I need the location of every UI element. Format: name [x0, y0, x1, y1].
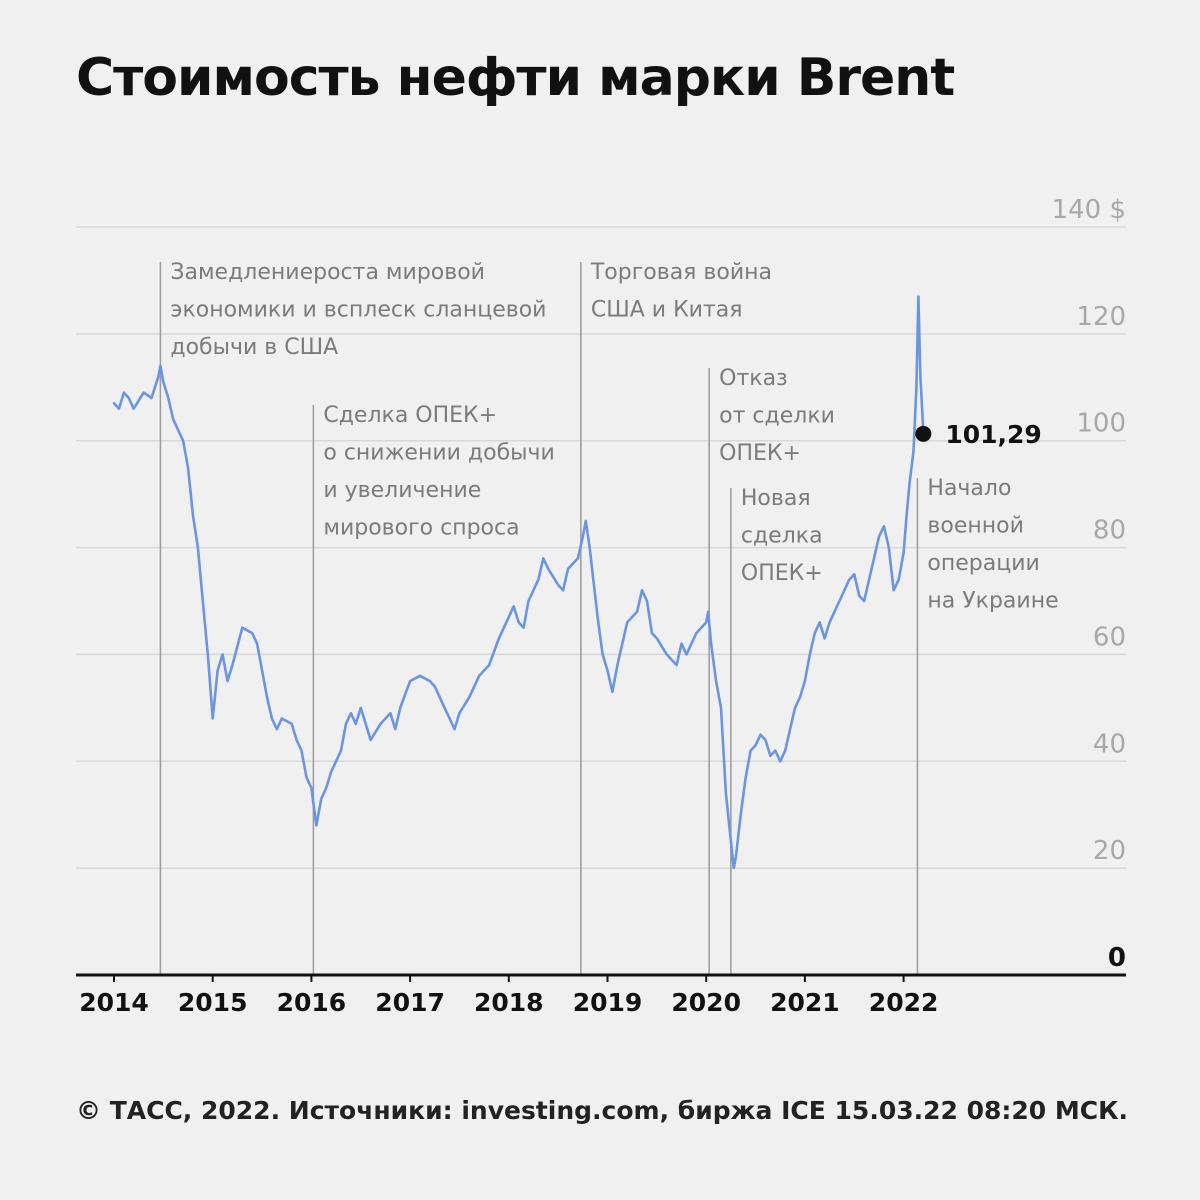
y-tick-label: 120 [1076, 302, 1126, 332]
y-tick-label: 100 [1076, 409, 1126, 439]
x-tick-label: 2014 [79, 988, 149, 1017]
x-axis: 2014 2015 2016 2017 2018 2019 2020 2021 2022 [76, 973, 1126, 1017]
event-label: Замедлениероста мировой экономики и вспле… [170, 260, 546, 360]
last-point-marker [915, 425, 932, 442]
y-axis: 140 $ 120 100 80 60 40 20 0 [1052, 195, 1126, 973]
source-footer: © ТАСС, 2022. Источники: investing.com, … [76, 1096, 1129, 1125]
grid-lines [76, 226, 1126, 869]
x-tick-label: 2017 [375, 988, 445, 1017]
x-tick-label: 2015 [178, 988, 248, 1017]
event-label: Отказ от сделки ОПЕК+ [719, 366, 835, 466]
y-tick-label: 60 [1093, 622, 1126, 652]
y-tick-label: 80 [1093, 516, 1126, 546]
x-tick-label: 2022 [869, 988, 939, 1017]
event-annotations: Замедлениероста мировой экономики и вспле… [159, 260, 1059, 975]
event-label: Сделка ОПЕК+ о снижении добычи и увеличени… [323, 403, 554, 541]
x-tick-label: 2020 [671, 988, 741, 1017]
event-label: Торговая война США и Китая [590, 260, 772, 323]
event-label: Начало военной операции на Украине [927, 476, 1058, 614]
price-line [112, 295, 925, 870]
x-tick-label: 2016 [277, 988, 347, 1017]
event-label: Новая сделка ОПЕК+ [741, 486, 823, 586]
series-layer: 101,29 [112, 295, 1042, 870]
x-tick-label: 2021 [770, 988, 840, 1017]
y-tick-label: 20 [1093, 836, 1126, 866]
y-tick-label: 40 [1093, 729, 1126, 759]
y-tick-label: 0 [1108, 943, 1126, 973]
x-tick-label: 2018 [474, 988, 544, 1017]
last-point-label: 101,29 [945, 420, 1041, 449]
y-tick-label: 140 $ [1052, 195, 1126, 225]
chart-title: Стоимость нефти марки Brent [76, 48, 955, 108]
x-tick-label: 2019 [573, 988, 643, 1017]
